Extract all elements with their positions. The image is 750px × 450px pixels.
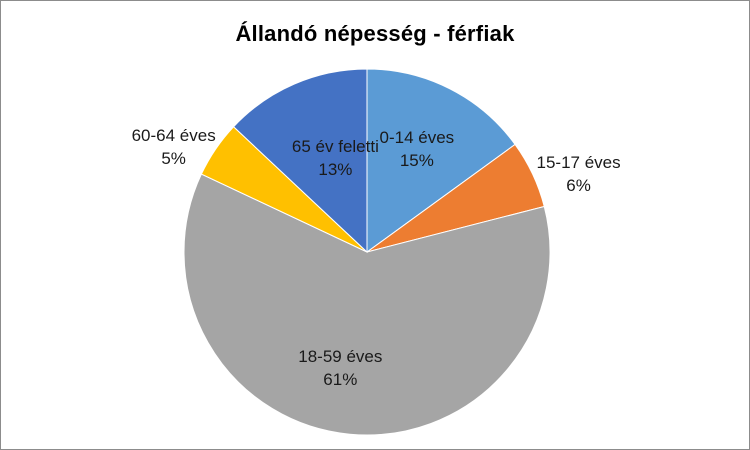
pie-slice-18-59-eves xyxy=(183,173,551,436)
data-label-65-ev-feletti: 65 év feletti 13% xyxy=(292,137,379,179)
data-label-15-17-eves: 15-17 éves 6% xyxy=(537,153,621,195)
slice-value-label: 61% xyxy=(323,370,357,389)
pie-slice-65-ev-feletti xyxy=(232,68,368,254)
slice-value-label: 13% xyxy=(318,160,352,179)
data-label-60-64-eves: 60-64 éves 5% xyxy=(132,126,216,168)
slice-value-label: 15% xyxy=(400,151,434,170)
slice-category-label: 0-14 éves xyxy=(380,128,455,147)
data-label-0-14-eves: 0-14 éves 15% xyxy=(380,128,455,170)
slice-value-label: 5% xyxy=(161,149,186,168)
slice-category-label: 60-64 éves xyxy=(132,126,216,145)
chart-title: Állandó népesség - férfiak xyxy=(235,21,515,46)
data-label-18-59-eves: 18-59 éves 61% xyxy=(298,347,382,389)
slice-value-label: 6% xyxy=(566,176,591,195)
pie-slice-0-14-eves xyxy=(366,68,516,253)
slice-category-label: 18-59 éves xyxy=(298,347,382,366)
slice-category-label: 65 év feletti xyxy=(292,137,379,156)
slice-category-label: 15-17 éves xyxy=(537,153,621,172)
